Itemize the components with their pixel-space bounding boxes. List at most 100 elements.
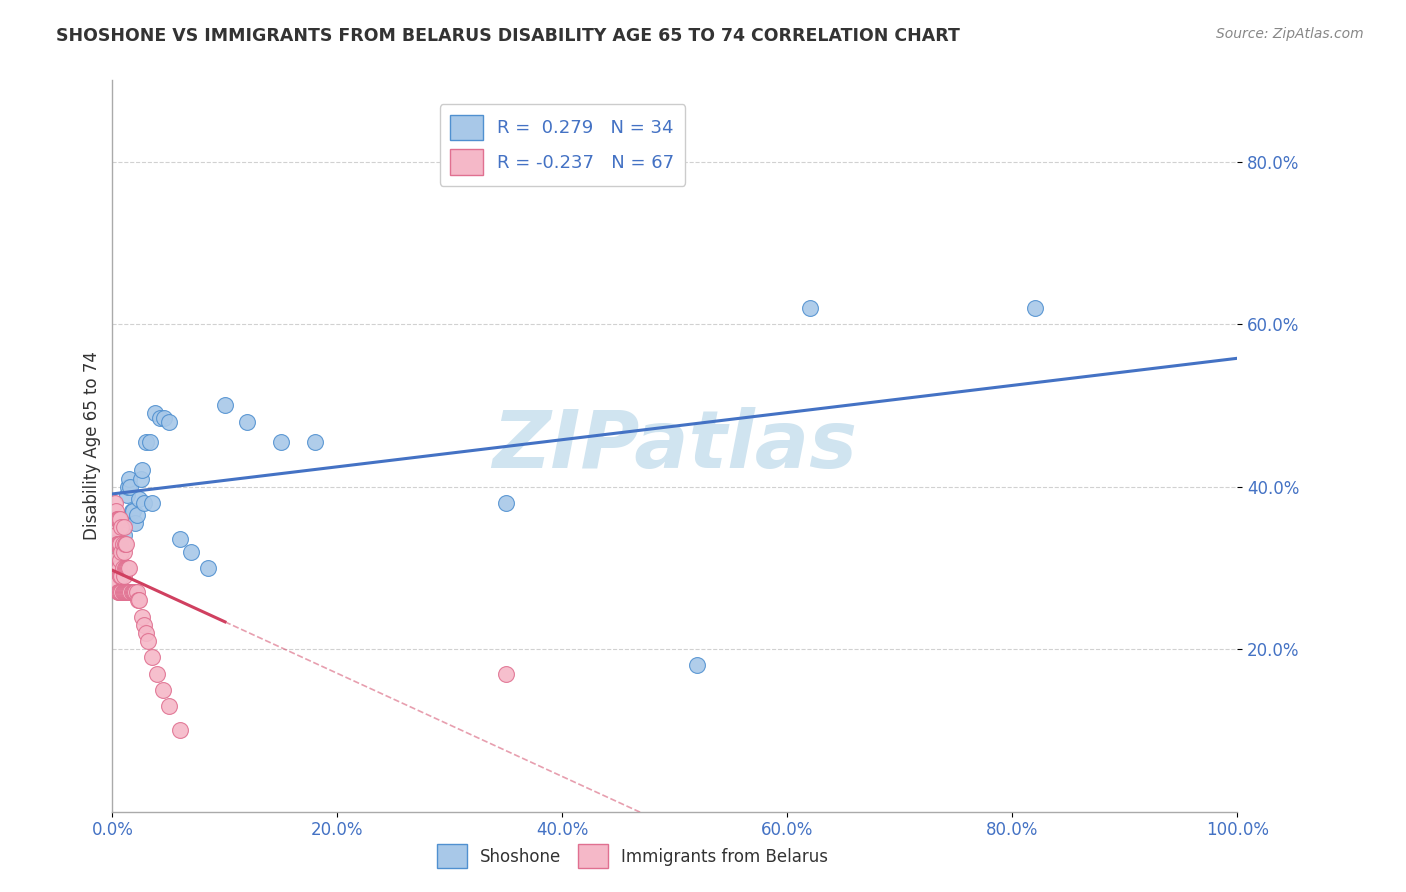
- Point: [128, 491, 150, 506]
- Legend: R =  0.279   N = 34, R = -0.237   N = 67: R = 0.279 N = 34, R = -0.237 N = 67: [440, 104, 685, 186]
- Point: [157, 699, 180, 714]
- Point: [495, 496, 517, 510]
- Point: [270, 434, 292, 449]
- Text: ZIPatlas: ZIPatlas: [492, 407, 858, 485]
- Point: [117, 480, 139, 494]
- Point: [495, 666, 517, 681]
- Point: [114, 536, 136, 550]
- Point: [236, 415, 259, 429]
- Point: [127, 585, 149, 599]
- Point: [104, 536, 127, 550]
- Point: [104, 504, 127, 518]
- Point: [110, 585, 132, 599]
- Point: [115, 561, 138, 575]
- Point: [131, 609, 153, 624]
- Point: [141, 496, 163, 510]
- Point: [111, 585, 134, 599]
- Point: [115, 488, 138, 502]
- Point: [127, 593, 149, 607]
- Point: [152, 682, 174, 697]
- Point: [124, 585, 146, 599]
- Point: [104, 528, 127, 542]
- Point: [115, 536, 138, 550]
- Point: [115, 585, 138, 599]
- Point: [104, 561, 127, 575]
- Point: [114, 561, 136, 575]
- Point: [118, 561, 141, 575]
- Point: [121, 504, 143, 518]
- Point: [149, 410, 172, 425]
- Point: [104, 577, 127, 591]
- Point: [107, 561, 129, 575]
- Point: [135, 434, 157, 449]
- Point: [117, 585, 139, 599]
- Point: [115, 561, 138, 575]
- Point: [112, 569, 135, 583]
- Point: [128, 593, 150, 607]
- Point: [107, 533, 129, 547]
- Point: [153, 410, 176, 425]
- Legend: Shoshone, Immigrants from Belarus: Shoshone, Immigrants from Belarus: [430, 838, 835, 875]
- Point: [103, 520, 125, 534]
- Point: [103, 561, 125, 575]
- Point: [107, 585, 129, 599]
- Text: SHOSHONE VS IMMIGRANTS FROM BELARUS DISABILITY AGE 65 TO 74 CORRELATION CHART: SHOSHONE VS IMMIGRANTS FROM BELARUS DISA…: [56, 27, 960, 45]
- Point: [112, 520, 135, 534]
- Point: [121, 504, 143, 518]
- Y-axis label: Disability Age 65 to 74: Disability Age 65 to 74: [83, 351, 101, 541]
- Point: [112, 528, 135, 542]
- Point: [146, 666, 169, 681]
- Point: [1024, 301, 1046, 315]
- Point: [138, 634, 160, 648]
- Point: [105, 536, 128, 550]
- Point: [132, 496, 155, 510]
- Point: [107, 512, 129, 526]
- Point: [132, 617, 155, 632]
- Point: [108, 536, 131, 550]
- Point: [127, 508, 149, 522]
- Point: [180, 544, 202, 558]
- Point: [686, 658, 709, 673]
- Point: [110, 544, 132, 558]
- Point: [124, 516, 146, 531]
- Point: [118, 585, 141, 599]
- Point: [110, 569, 132, 583]
- Point: [121, 585, 143, 599]
- Point: [108, 512, 131, 526]
- Point: [110, 585, 132, 599]
- Point: [108, 585, 131, 599]
- Point: [112, 544, 135, 558]
- Point: [111, 536, 134, 550]
- Point: [135, 626, 157, 640]
- Text: Source: ZipAtlas.com: Source: ZipAtlas.com: [1216, 27, 1364, 41]
- Point: [169, 533, 191, 547]
- Point: [115, 512, 138, 526]
- Point: [129, 471, 152, 485]
- Point: [122, 585, 145, 599]
- Point: [110, 520, 132, 534]
- Point: [120, 585, 142, 599]
- Point: [105, 512, 128, 526]
- Point: [131, 463, 153, 477]
- Point: [118, 471, 141, 485]
- Point: [799, 301, 821, 315]
- Point: [114, 585, 136, 599]
- Point: [197, 561, 219, 575]
- Point: [143, 407, 166, 421]
- Point: [110, 569, 132, 583]
- Point: [111, 561, 134, 575]
- Point: [214, 398, 236, 412]
- Point: [157, 415, 180, 429]
- Point: [304, 434, 326, 449]
- Point: [104, 553, 127, 567]
- Point: [141, 650, 163, 665]
- Point: [169, 723, 191, 738]
- Point: [138, 434, 160, 449]
- Point: [108, 561, 131, 575]
- Point: [105, 577, 128, 591]
- Point: [104, 496, 127, 510]
- Point: [115, 585, 138, 599]
- Point: [120, 480, 142, 494]
- Point: [112, 585, 135, 599]
- Point: [121, 585, 143, 599]
